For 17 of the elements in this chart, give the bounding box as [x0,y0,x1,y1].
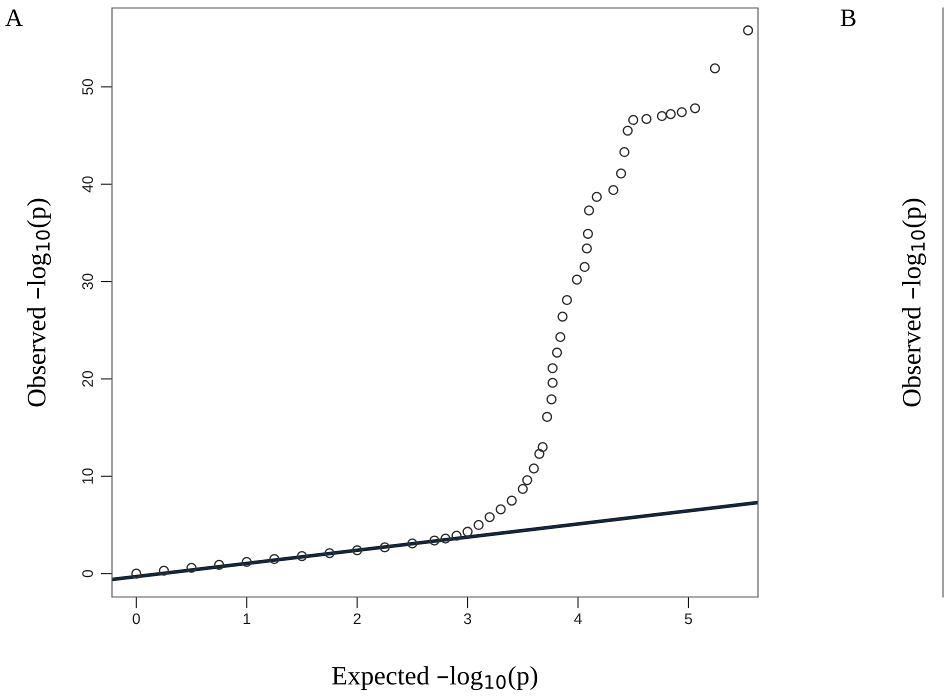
y-tick-label: 30 [82,274,94,290]
y-tick-label: 50 [82,78,94,95]
x-tick-label: 0 [132,613,140,624]
y-axis-title: Observed –log$_{10}$(p) [26,198,51,406]
x-tick-label: 1 [244,614,250,624]
text: B [840,10,856,26]
y-tick-label: 40 [82,176,94,192]
x-tick-label: 3 [464,613,472,624]
x-tick-label: 4 [574,614,582,624]
y-tick-label: 10 [82,468,94,484]
y-tick-label: 0 [82,570,94,578]
x-tick-label: 5 [684,614,692,624]
chart-title: A [5,10,23,26]
x-axis-title: Expected –log$_{10}$(p) [332,666,538,690]
x-tick-label: 2 [354,613,361,624]
y-tick-label: 20 [82,371,94,387]
text: Observed –log$_{10}$(p) [902,198,926,406]
